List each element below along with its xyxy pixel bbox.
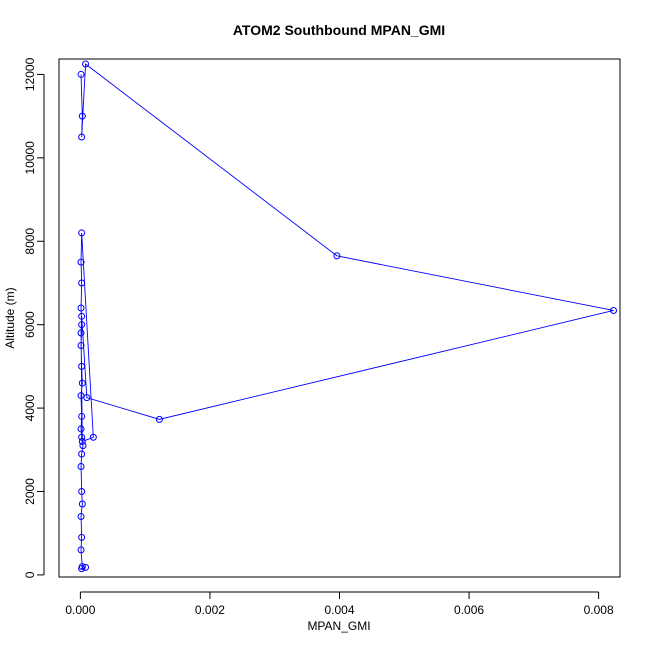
data-point <box>77 70 85 78</box>
data-point <box>82 60 90 68</box>
data-point <box>77 392 85 400</box>
data-point <box>155 415 163 423</box>
data-point <box>89 433 97 441</box>
data-point <box>78 533 86 541</box>
data-point <box>82 563 90 571</box>
data-point <box>78 450 86 458</box>
y-axis-label: Altitude (m) <box>3 287 17 348</box>
data-point <box>78 229 86 237</box>
data-point <box>78 279 86 287</box>
data-point <box>77 546 85 554</box>
data-point <box>77 304 85 312</box>
data-point <box>78 379 86 387</box>
data-point <box>77 329 85 337</box>
data-point <box>77 425 85 433</box>
series-line <box>80 63 614 570</box>
x-tick-label: 0.008 <box>584 603 614 617</box>
x-axis-label: MPAN_GMI <box>307 619 370 633</box>
y-tick-label: 8000 <box>23 228 37 255</box>
data-point <box>78 433 86 441</box>
data-point <box>333 252 341 260</box>
data-point <box>78 412 86 420</box>
x-tick-label: 0.000 <box>65 603 95 617</box>
plot-area-frame <box>58 58 621 578</box>
y-tick-label: 2000 <box>23 478 37 505</box>
data-point <box>79 442 87 450</box>
x-tick-label: 0.004 <box>324 603 354 617</box>
x-tick-label: 0.006 <box>454 603 484 617</box>
data-point <box>77 462 85 470</box>
series-group <box>77 60 618 573</box>
data-point <box>78 312 86 320</box>
data-point <box>78 362 86 370</box>
x-axis: 0.000 0.002 0.004 0.006 0.008 <box>65 591 614 617</box>
chart-title: ATOM2 Southbound MPAN_GMI <box>233 22 445 38</box>
data-point <box>78 563 86 571</box>
y-tick-label: 0 <box>23 571 37 578</box>
data-point <box>77 513 85 521</box>
data-point <box>77 342 85 350</box>
data-point <box>78 112 86 120</box>
data-point <box>78 500 86 508</box>
y-tick-label: 4000 <box>23 394 37 421</box>
x-tick-label: 0.002 <box>195 603 225 617</box>
y-tick-label: 10000 <box>23 141 37 175</box>
data-point <box>78 321 86 329</box>
data-point <box>78 437 86 445</box>
y-axis: 0 2000 4000 6000 8000 10000 12000 <box>23 57 45 578</box>
data-point <box>610 306 618 314</box>
data-point <box>78 488 86 496</box>
data-point <box>83 394 91 402</box>
data-point <box>78 133 86 141</box>
y-tick-label: 6000 <box>23 311 37 338</box>
data-point <box>77 258 85 266</box>
y-tick-label: 12000 <box>23 57 37 91</box>
